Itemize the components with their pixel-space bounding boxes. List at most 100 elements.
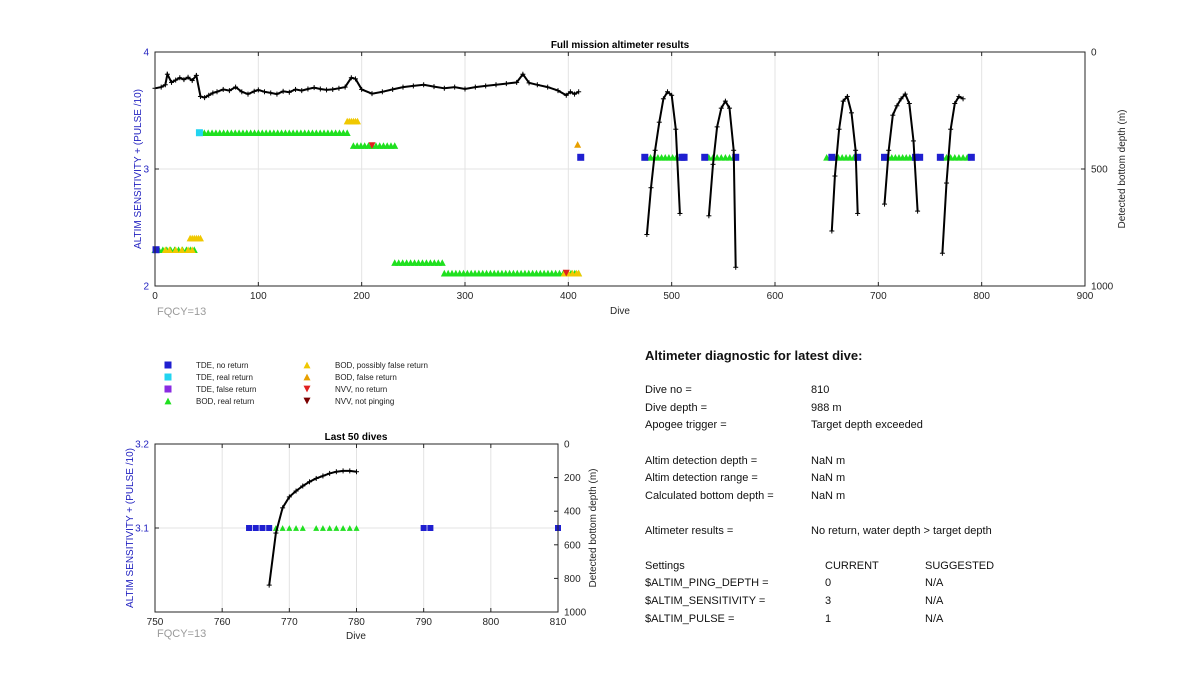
legend-label: BOD, false return (335, 373, 397, 382)
x-tick-label: 760 (214, 617, 231, 628)
altimeter-point (967, 153, 975, 161)
settings-header-label: Settings (645, 560, 685, 572)
setting-ping-depth-label: $ALTIM_PING_DEPTH = (645, 577, 769, 589)
main-y-axis-label: ALTIM SENSITIVITY + (PULSE /10) (133, 89, 144, 249)
altimeter-point (346, 525, 353, 531)
altimeter-point (577, 153, 585, 161)
settings-header-suggested: SUGGESTED (925, 560, 995, 572)
altimeter-point (936, 153, 944, 161)
altimeter-point (266, 525, 273, 531)
main-x-axis-label: Dive (610, 306, 630, 317)
altimeter-point (354, 117, 362, 125)
altimeter-point (188, 246, 196, 254)
legend-label: TDE, real return (196, 373, 253, 382)
altimeter-point (152, 246, 160, 254)
main-ticks: 0 100 200 300 400 500 600 700 800 900 2 3 4 0 500 1000 (143, 48, 1113, 303)
x-tick-label: 300 (457, 291, 474, 302)
legend-marker (303, 373, 311, 381)
altimeter-point (178, 246, 186, 254)
setting-sensitivity-suggested: N/A (925, 595, 944, 607)
legend-marker (164, 397, 172, 405)
legend-label: BOD, real return (196, 397, 254, 406)
last50-y2-axis-label: Detected bottom depth (m) (588, 469, 599, 588)
legend-label: TDE, false return (196, 385, 256, 394)
main-y2-axis-label: Detected bottom depth (m) (1117, 110, 1128, 229)
altimeter-point (246, 525, 253, 531)
y2-tick-label: 1000 (564, 608, 587, 619)
y-tick-label: 2 (143, 282, 149, 293)
altimeter-point (286, 525, 293, 531)
diag-value-apogee: Target depth exceeded (811, 419, 923, 431)
y2-tick-label: 800 (564, 574, 581, 585)
altimeter-point (828, 153, 836, 161)
altimeter-point (343, 129, 351, 137)
x-tick-label: 400 (560, 291, 577, 302)
altimeter-point (420, 525, 427, 531)
main-grid (155, 52, 1085, 286)
diag-value-results: No return, water depth > target depth (811, 525, 992, 537)
y2-tick-label: 0 (564, 440, 570, 451)
diag-value-bottom-depth: NaN m (811, 490, 846, 502)
setting-pulse-suggested: N/A (925, 613, 944, 625)
altimeter-point (172, 246, 180, 254)
setting-ping-depth-current: 0 (825, 577, 832, 589)
dive-profile-line (645, 90, 681, 235)
altimeter-point (641, 153, 649, 161)
y-tick-label: 3.2 (135, 440, 149, 451)
legend-label: NVV, no return (335, 385, 387, 394)
diagnostic-title: Altimeter diagnostic for latest dive: (645, 348, 863, 363)
x-tick-label: 900 (1077, 291, 1094, 302)
altimeter-point (701, 153, 709, 161)
altimeter-point (881, 153, 889, 161)
diag-label-detection-depth: Altim detection depth = (645, 455, 758, 467)
y-tick-label: 4 (143, 48, 149, 59)
x-tick-label: 750 (147, 617, 164, 628)
diag-value-detection-range: NaN m (811, 472, 846, 484)
y-tick-label: 3.1 (135, 524, 149, 535)
altimeter-point (854, 153, 862, 161)
altimeter-point (340, 525, 347, 531)
y-tick-label: 3 (143, 165, 149, 176)
x-tick-label: 100 (250, 291, 267, 302)
altimeter-point (575, 269, 583, 277)
x-tick-label: 770 (281, 617, 298, 628)
altimeter-point (438, 259, 446, 266)
diag-label-dive-no: Dive no = (645, 384, 692, 396)
x-tick-label: 500 (663, 291, 680, 302)
legend-label: BOD, possibly false return (335, 361, 428, 370)
y2-tick-label: 1000 (1091, 282, 1114, 293)
legend-marker (303, 385, 311, 393)
altimeter-point (326, 525, 333, 531)
y2-tick-label: 400 (564, 507, 581, 518)
legend-label: TDE, no return (196, 361, 248, 370)
x-tick-label: 790 (415, 617, 432, 628)
settings-header-current: CURRENT (825, 560, 879, 572)
legend-marker (303, 361, 311, 369)
x-tick-label: 700 (870, 291, 887, 302)
x-tick-label: 0 (152, 291, 158, 302)
altimeter-point (912, 153, 920, 161)
altimeter-point (562, 269, 570, 277)
altimeter-point (319, 525, 326, 531)
legend-marker (164, 361, 172, 369)
last50-chart: 750 760 770 780 790 800 810 3.1 3.2 0 200 400 600 800… (125, 432, 599, 642)
dive-profile-line (830, 94, 859, 232)
x-tick-label: 800 (482, 617, 499, 628)
altimeter-point (427, 525, 434, 531)
legend: TDE, no return TDE, real return TDE, false… (164, 361, 428, 406)
legend-marker (164, 373, 172, 381)
altimeter-point (293, 525, 300, 531)
altimeter-point (279, 525, 286, 531)
diag-label-detection-range: Altim detection range = (645, 472, 758, 484)
diag-value-detection-depth: NaN m (811, 455, 846, 467)
main-fqcy-annotation: FQCY=13 (157, 306, 206, 318)
y2-tick-label: 200 (564, 473, 581, 484)
diag-value-dive-depth: 988 m (811, 402, 842, 414)
y2-tick-label: 0 (1091, 48, 1097, 59)
setting-pulse-current: 1 (825, 613, 832, 625)
diag-label-apogee: Apogee trigger = (645, 419, 727, 431)
main-marks (151, 71, 975, 277)
legend-marker (303, 397, 311, 405)
